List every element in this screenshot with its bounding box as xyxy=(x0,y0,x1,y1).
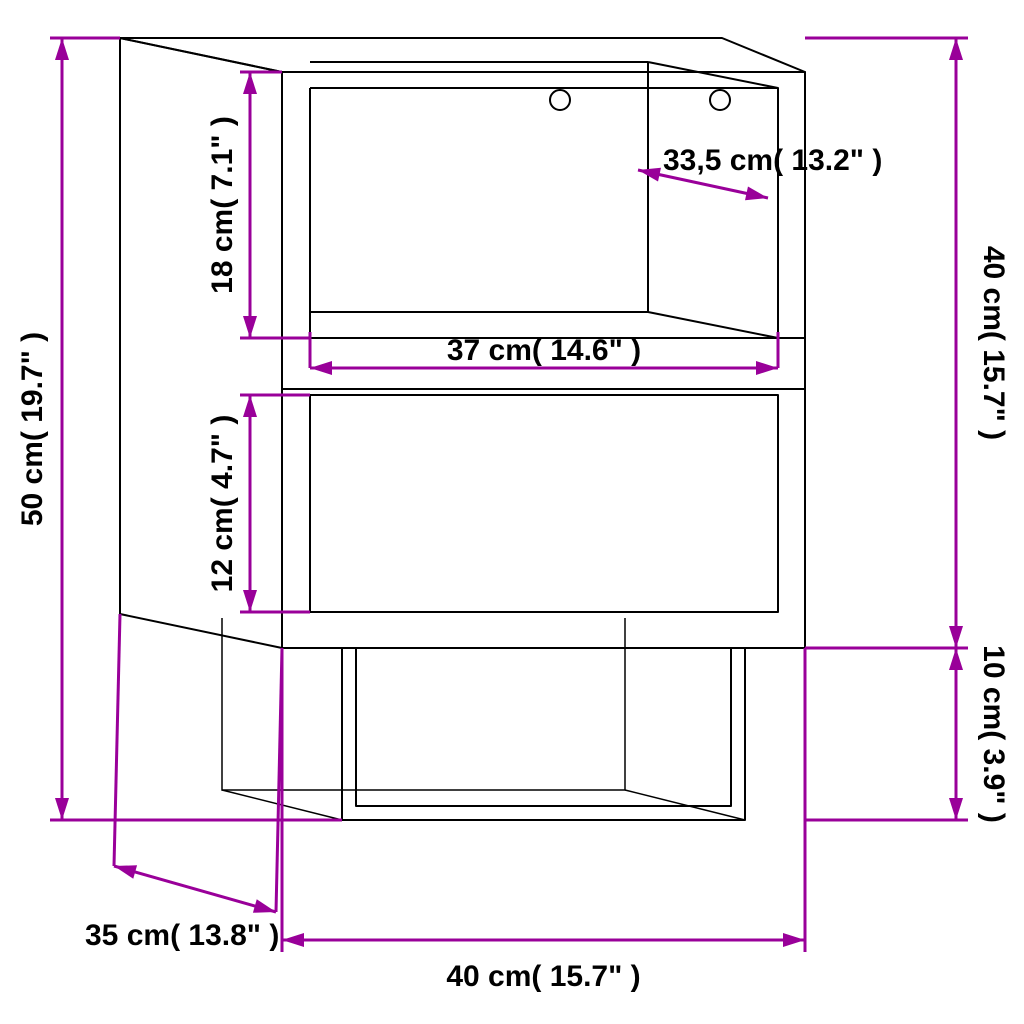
dimension-label: 18 cm( 7.1" ) xyxy=(206,116,239,294)
dimension-label: 37 cm( 14.6" ) xyxy=(447,334,641,367)
dimension-label: 50 cm( 19.7" ) xyxy=(16,332,49,526)
dimension-label: 40 cm( 15.7" ) xyxy=(446,960,640,993)
dimension-label: 10 cm( 3.9" ) xyxy=(977,645,1010,823)
dimension-label: 12 cm( 4.7" ) xyxy=(206,415,239,593)
dimension-label: 35 cm( 13.8" ) xyxy=(85,919,279,952)
dimension-label: 33,5 cm( 13.2" ) xyxy=(663,144,882,177)
dimension-label: 40 cm( 15.7" ) xyxy=(977,246,1010,440)
